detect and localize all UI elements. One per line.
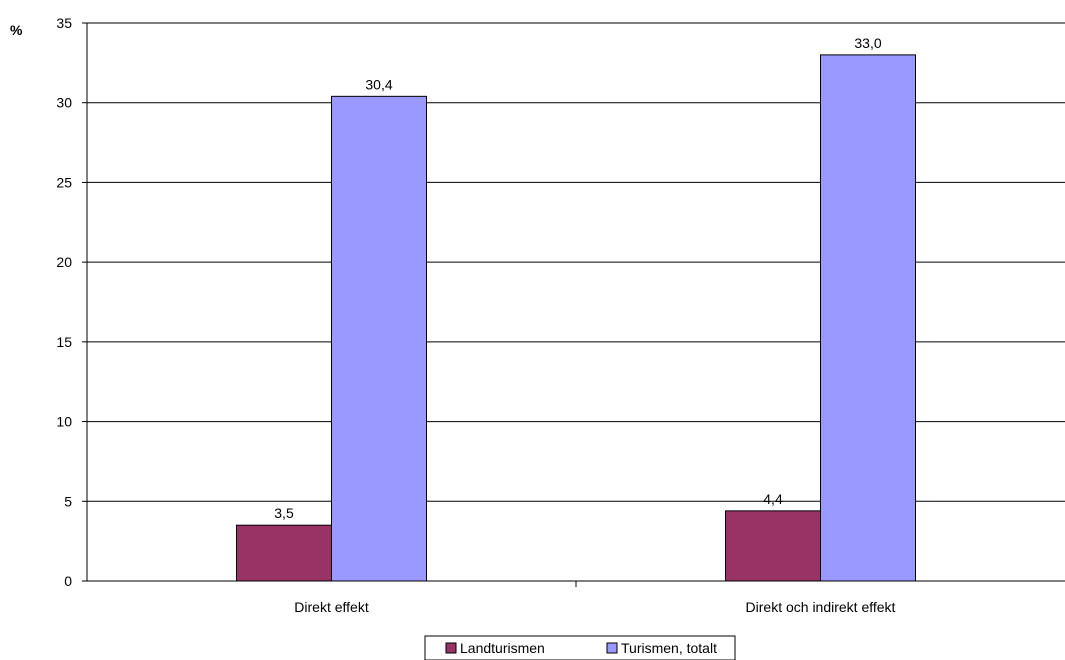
legend-box [424, 635, 736, 660]
y-tick-label-35: 35 [56, 15, 72, 31]
y-tick-label-25: 25 [56, 174, 72, 190]
y-tick-label-5: 5 [64, 493, 72, 509]
data-labels: 3,5 30,4 4,4 33,0 [274, 35, 882, 521]
x-tick-label-0: Direkt effekt [294, 599, 369, 615]
data-label-1-0: 4,4 [763, 491, 783, 507]
y-tick-label-30: 30 [56, 95, 72, 111]
legend-swatch-0 [445, 642, 457, 654]
data-label-0-1: 30,4 [365, 76, 392, 92]
bar-1-1 [820, 54, 916, 582]
gridlines [87, 22, 1065, 502]
y-axis-unit: % [10, 22, 23, 38]
data-label-0-0: 3,5 [274, 505, 294, 521]
legend-label-1: Turismen, totalt [621, 640, 717, 656]
x-tick-label-1: Direkt och indirekt effekt [746, 599, 896, 615]
y-tick-labels: 0 5 10 15 20 25 30 35 [56, 15, 72, 589]
bar-1-0 [725, 510, 821, 582]
y-tick-label-20: 20 [56, 254, 72, 270]
bars [236, 54, 916, 582]
y-tick-label-15: 15 [56, 334, 72, 350]
data-label-1-1: 33,0 [854, 35, 881, 51]
bar-0-1 [331, 95, 427, 582]
x-tick-labels: Direkt effekt Direkt och indirekt effekt [294, 599, 895, 615]
legend: Landturismen Turismen, totalt [424, 635, 736, 660]
bar-0-0 [236, 524, 332, 582]
legend-swatch-1 [606, 642, 618, 654]
legend-label-0: Landturismen [460, 640, 545, 656]
y-tick-label-10: 10 [56, 414, 72, 430]
y-tick-label-0: 0 [64, 573, 72, 589]
axes [82, 22, 1065, 587]
